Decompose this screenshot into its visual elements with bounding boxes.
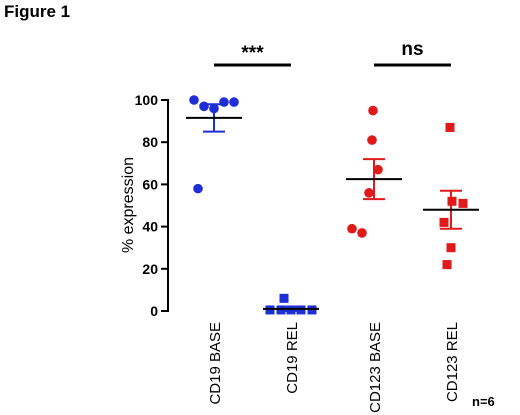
data-point bbox=[276, 305, 286, 315]
y-tick-label: 0 bbox=[150, 303, 158, 319]
data-marks bbox=[186, 95, 479, 315]
data-point bbox=[286, 305, 296, 315]
data-point bbox=[446, 243, 456, 253]
x-category-label: CD123 REL bbox=[444, 322, 461, 402]
data-point bbox=[458, 198, 468, 208]
data-point bbox=[229, 97, 239, 107]
significance-annotations: *** ns bbox=[214, 39, 451, 67]
y-tick-label: 60 bbox=[142, 176, 158, 192]
significance-label: *** bbox=[241, 43, 264, 64]
data-point bbox=[445, 122, 455, 132]
y-tick-label: 80 bbox=[142, 134, 158, 150]
data-point bbox=[279, 293, 289, 303]
axis-labels: % expression CD19 BASE CD19 REL CD123 BASE C… bbox=[120, 157, 461, 413]
axes: 0 20 40 60 80 100 bbox=[135, 92, 169, 319]
x-category-label: CD19 REL bbox=[284, 322, 301, 394]
significance-label: ns bbox=[401, 39, 423, 60]
data-point bbox=[347, 223, 357, 234]
data-point bbox=[307, 305, 317, 315]
data-point bbox=[219, 97, 229, 107]
data-point bbox=[193, 183, 203, 194]
data-point bbox=[368, 105, 378, 116]
data-point bbox=[439, 217, 449, 227]
data-point bbox=[447, 196, 457, 206]
x-category-label: CD19 BASE bbox=[207, 322, 224, 405]
y-tick-label: 40 bbox=[142, 219, 158, 235]
data-point bbox=[364, 188, 374, 198]
data-point bbox=[373, 164, 383, 175]
figure-title: Figure 1 bbox=[4, 2, 71, 21]
sample-size-note: n=6 bbox=[472, 394, 495, 409]
x-category-label: CD123 BASE bbox=[367, 322, 384, 413]
data-point bbox=[296, 305, 306, 315]
y-axis-label: % expression bbox=[120, 157, 137, 253]
data-point bbox=[357, 228, 367, 238]
data-point bbox=[442, 260, 452, 270]
y-tick-label: 20 bbox=[142, 261, 158, 277]
data-point bbox=[367, 135, 377, 145]
data-point bbox=[209, 103, 219, 114]
data-point bbox=[199, 101, 209, 112]
data-point bbox=[189, 95, 199, 105]
y-tick-label: 100 bbox=[135, 92, 159, 108]
data-point bbox=[265, 305, 275, 315]
